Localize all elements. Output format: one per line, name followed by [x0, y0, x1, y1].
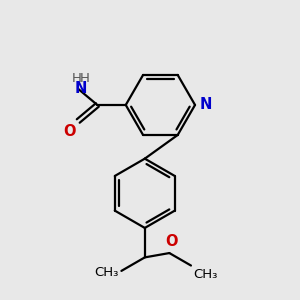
Text: O: O [63, 124, 76, 139]
Text: N: N [74, 81, 87, 96]
Text: CH₃: CH₃ [94, 266, 118, 279]
Text: N: N [200, 98, 212, 112]
Text: O: O [165, 234, 177, 249]
Text: H: H [72, 72, 81, 85]
Text: H: H [80, 72, 90, 85]
Text: CH₃: CH₃ [194, 268, 218, 281]
